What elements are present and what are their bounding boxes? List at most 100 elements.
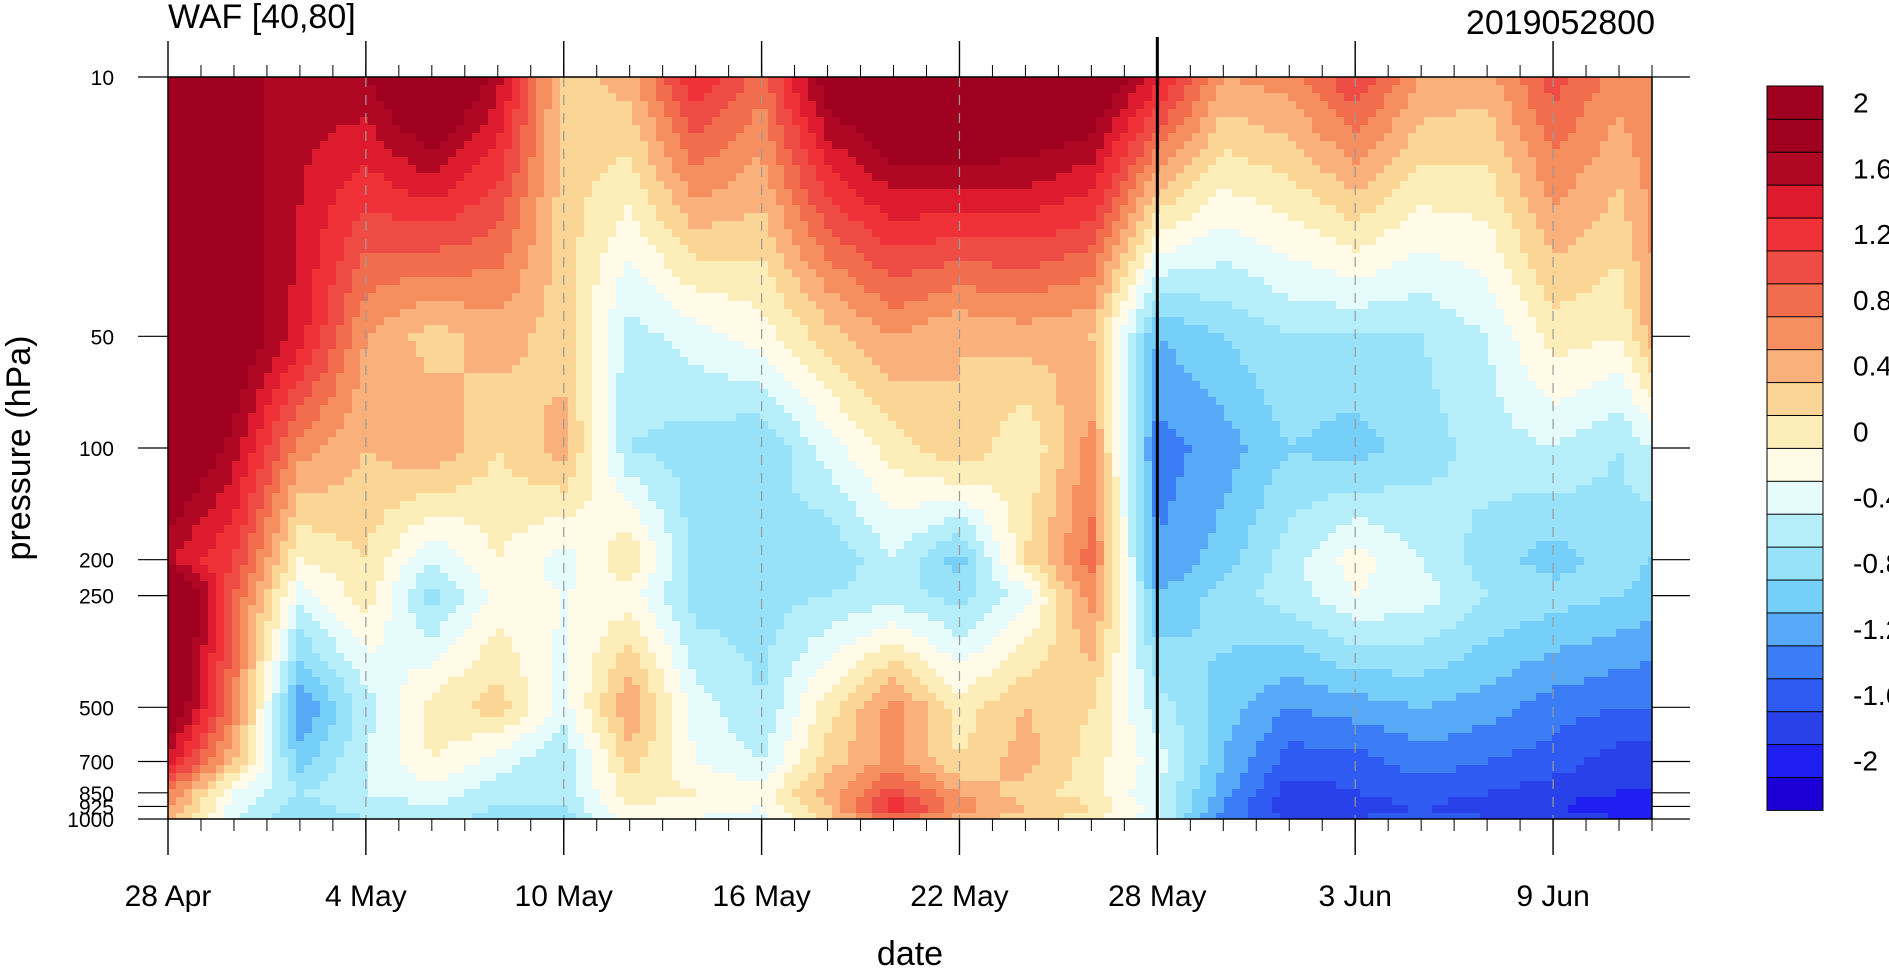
contour-cell — [712, 77, 721, 86]
contour-cell — [1568, 205, 1577, 214]
contour-cell — [1424, 253, 1433, 262]
contour-cell — [1320, 149, 1329, 158]
contour-cell — [1040, 149, 1049, 158]
contour-cell — [1472, 205, 1481, 214]
contour-cell — [1088, 109, 1097, 118]
contour-cell — [576, 149, 585, 158]
contour-cell — [920, 205, 929, 214]
contour-cell — [280, 85, 289, 94]
contour-cell — [520, 117, 529, 126]
contour-cell — [1184, 245, 1193, 254]
contour-cell — [320, 93, 329, 102]
contour-cell — [1032, 93, 1041, 102]
contour-cell — [1440, 165, 1449, 174]
contour-cell — [1104, 197, 1113, 206]
contour-cell — [1096, 117, 1105, 126]
contour-cell — [952, 109, 961, 118]
contour-cell — [472, 269, 481, 278]
contour-cell — [1208, 205, 1217, 214]
contour-cell — [456, 149, 465, 158]
contour-cell — [480, 141, 489, 150]
contour-cell — [1464, 133, 1473, 142]
contour-cell — [928, 245, 937, 254]
contour-cell — [288, 237, 297, 246]
contour-cell — [384, 269, 393, 278]
contour-cell — [1208, 181, 1217, 190]
contour-cell — [1616, 181, 1625, 190]
contour-cell — [856, 221, 865, 230]
contour-cell — [1424, 245, 1433, 254]
contour-cell — [872, 221, 881, 230]
contour-cell — [1312, 229, 1321, 238]
contour-cell — [488, 149, 497, 158]
contour-cell — [1016, 221, 1025, 230]
contour-cell — [1432, 261, 1441, 270]
contour-cell — [408, 109, 417, 118]
contour-cell — [288, 285, 297, 294]
contour-cell — [1128, 141, 1137, 150]
contour-cell — [176, 213, 185, 222]
contour-cell — [416, 189, 425, 198]
contour-cell — [1160, 141, 1169, 150]
contour-cell — [584, 285, 593, 294]
contour-cell — [264, 93, 273, 102]
contour-cell — [224, 77, 233, 86]
contour-cell — [280, 213, 289, 222]
contour-cell — [904, 125, 913, 134]
contour-cell — [696, 173, 705, 182]
contour-cell — [496, 237, 505, 246]
contour-cell — [240, 165, 249, 174]
contour-cell — [624, 173, 633, 182]
contour-cell — [272, 141, 281, 150]
contour-cell — [744, 245, 753, 254]
contour-cell — [1528, 237, 1537, 246]
contour-cell — [1112, 189, 1121, 198]
contour-cell — [392, 117, 401, 126]
contour-cell — [464, 133, 473, 142]
contour-cell — [368, 229, 377, 238]
contour-cell — [904, 197, 913, 206]
contour-cell — [1432, 253, 1441, 262]
contour-cell — [784, 173, 793, 182]
contour-cell — [984, 157, 993, 166]
contour-cell — [1448, 173, 1457, 182]
contour-cell — [1000, 165, 1009, 174]
contour-cell — [1120, 117, 1129, 126]
contour-cell — [1392, 125, 1401, 134]
contour-cell — [1440, 93, 1449, 102]
contour-cell — [1296, 213, 1305, 222]
contour-cell — [1024, 221, 1033, 230]
contour-cell — [1584, 101, 1593, 110]
contour-cell — [936, 85, 945, 94]
contour-cell — [824, 165, 833, 174]
contour-cell — [1608, 245, 1617, 254]
contour-cell — [696, 125, 705, 134]
contour-cell — [848, 197, 857, 206]
contour-cell — [1448, 77, 1457, 86]
contour-cell — [1544, 141, 1553, 150]
contour-cell — [616, 133, 625, 142]
contour-cell — [1504, 165, 1513, 174]
contour-cell — [1632, 261, 1641, 270]
contour-cell — [480, 149, 489, 158]
contour-cell — [336, 277, 345, 286]
contour-cell — [1496, 109, 1505, 118]
contour-cell — [1344, 285, 1353, 294]
contour-cell — [840, 109, 849, 118]
contour-cell — [840, 133, 849, 142]
contour-cell — [688, 245, 697, 254]
contour-cell — [752, 253, 761, 262]
contour-cell — [584, 93, 593, 102]
contour-cell — [504, 101, 513, 110]
contour-cell — [352, 109, 361, 118]
contour-cell — [968, 93, 977, 102]
contour-cell — [184, 157, 193, 166]
contour-cell — [512, 261, 521, 270]
contour-cell — [296, 269, 305, 278]
contour-cell — [584, 149, 593, 158]
contour-cell — [336, 165, 345, 174]
contour-cell — [848, 245, 857, 254]
contour-cell — [368, 181, 377, 190]
chart-title-right: 2019052800 — [1465, 4, 1655, 42]
contour-cell — [752, 237, 761, 246]
